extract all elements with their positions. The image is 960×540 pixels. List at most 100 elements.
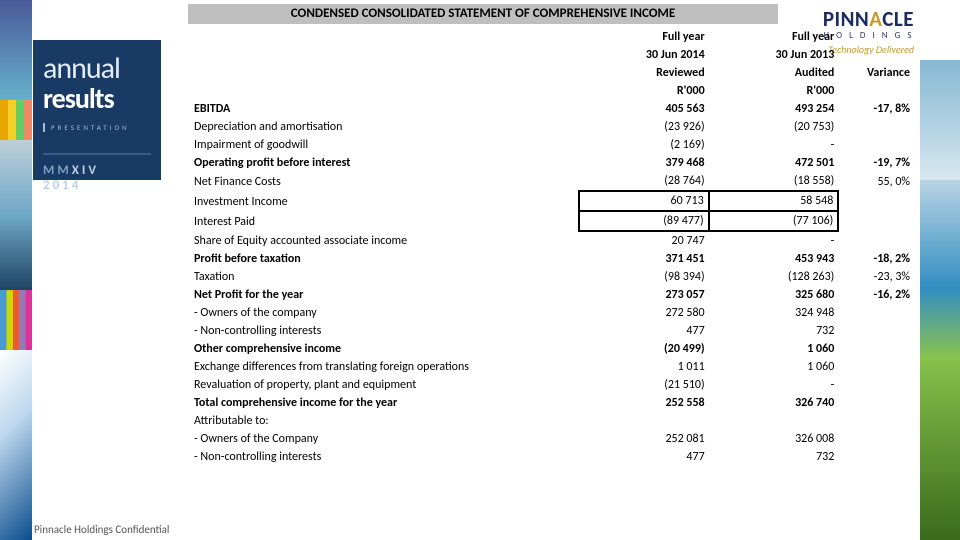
row-label: Taxation (190, 268, 579, 286)
hdr-date-2: 30 Jun 2013 (709, 46, 839, 64)
hdr-unit-1: R'000 (579, 82, 709, 100)
row-col-2014: 1 011 (579, 358, 709, 376)
row-variance (838, 211, 914, 231)
row-col-2013: 324 948 (709, 304, 839, 322)
row-label: - Owners of the Company (190, 430, 579, 448)
header-row-1: Full year Full year (190, 28, 914, 46)
row-col-2013: - (709, 376, 839, 394)
row-label: Other comprehensive income (190, 340, 579, 358)
hdr-variance: Variance (838, 64, 914, 82)
row-col-2013 (709, 412, 839, 430)
row-col-2013: 472 501 (709, 154, 839, 172)
row-variance (838, 136, 914, 154)
row-col-2014: (23 926) (579, 118, 709, 136)
row-col-2014: (98 394) (579, 268, 709, 286)
row-label: Share of Equity accounted associate inco… (190, 231, 579, 250)
row-label: - Owners of the company (190, 304, 579, 322)
table-row: Total comprehensive income for the year2… (190, 394, 914, 412)
row-col-2013: (77 106) (709, 211, 839, 231)
table-row: - Non-controlling interests477732 (190, 322, 914, 340)
row-variance (838, 430, 914, 448)
row-variance (838, 448, 914, 466)
row-col-2014: 371 451 (579, 250, 709, 268)
row-col-2014: 252 558 (579, 394, 709, 412)
badge-results: results (43, 81, 151, 116)
row-col-2013: 453 943 (709, 250, 839, 268)
table-row: Impairment of goodwill(2 169)- (190, 136, 914, 154)
table-row: Profit before taxation371 451453 943-18,… (190, 250, 914, 268)
row-variance: -16, 2% (838, 286, 914, 304)
table-row: Revaluation of property, plant and equip… (190, 376, 914, 394)
table-row: Attributable to: (190, 412, 914, 430)
row-label: Operating profit before interest (190, 154, 579, 172)
right-decor-strip (920, 0, 960, 540)
row-col-2014: (21 510) (579, 376, 709, 394)
table-row: - Owners of the company272 580324 948 (190, 304, 914, 322)
row-variance (838, 118, 914, 136)
hdr-date-1: 30 Jun 2014 (579, 46, 709, 64)
slide: annual results PRESENTATION MMXIV 2014 P… (0, 0, 960, 540)
table-row: Interest Paid(89 477)(77 106) (190, 211, 914, 231)
badge-presentation: PRESENTATION (43, 123, 130, 132)
table-row: Depreciation and amortisation(23 926)(20… (190, 118, 914, 136)
row-label: EBITDA (190, 100, 579, 118)
row-variance: -18, 2% (838, 250, 914, 268)
row-col-2014: (20 499) (579, 340, 709, 358)
row-col-2014: (89 477) (579, 211, 709, 231)
row-col-2014: 252 081 (579, 430, 709, 448)
row-label: - Non-controlling interests (190, 322, 579, 340)
row-col-2013: 732 (709, 448, 839, 466)
row-variance (838, 304, 914, 322)
row-label: Attributable to: (190, 412, 579, 430)
row-col-2014: 60 713 (579, 191, 709, 211)
footer-confidential: Pinnacle Holdings Confidential (34, 523, 169, 536)
row-col-2013: - (709, 136, 839, 154)
table-row: Exchange differences from translating fo… (190, 358, 914, 376)
title-bar: CONDENSED CONSOLIDATED STATEMENT OF COMP… (188, 4, 778, 24)
row-label: Investment Income (190, 191, 579, 211)
hdr-unit-2: R'000 (709, 82, 839, 100)
table-row: Share of Equity accounted associate inco… (190, 231, 914, 250)
row-col-2013: (128 263) (709, 268, 839, 286)
row-variance (838, 412, 914, 430)
table-row: - Non-controlling interests477732 (190, 448, 914, 466)
row-variance (838, 191, 914, 211)
row-col-2013: 1 060 (709, 358, 839, 376)
row-col-2013: 493 254 (709, 100, 839, 118)
row-variance: -23, 3% (838, 268, 914, 286)
header-row-4: R'000 R'000 (190, 82, 914, 100)
table-row: Other comprehensive income(20 499)1 060 (190, 340, 914, 358)
header-row-2: 30 Jun 2014 30 Jun 2013 (190, 46, 914, 64)
row-label: Interest Paid (190, 211, 579, 231)
row-col-2014: 20 747 (579, 231, 709, 250)
row-label: Total comprehensive income for the year (190, 394, 579, 412)
table-row: Taxation(98 394)(128 263)-23, 3% (190, 268, 914, 286)
hdr-reviewed: Reviewed (579, 64, 709, 82)
row-label: Revaluation of property, plant and equip… (190, 376, 579, 394)
row-col-2013: 58 548 (709, 191, 839, 211)
row-col-2014: 477 (579, 448, 709, 466)
row-variance (838, 376, 914, 394)
row-col-2013: 325 680 (709, 286, 839, 304)
row-col-2014 (579, 412, 709, 430)
annual-results-badge: annual results PRESENTATION MMXIV 2014 (33, 40, 161, 180)
income-statement-table: Full year Full year 30 Jun 2014 30 Jun 2… (190, 28, 914, 466)
row-col-2013: 732 (709, 322, 839, 340)
row-col-2013: (18 558) (709, 172, 839, 191)
row-variance (838, 340, 914, 358)
row-variance: 55, 0% (838, 172, 914, 191)
row-label: Net Profit for the year (190, 286, 579, 304)
row-label: - Non-controlling interests (190, 448, 579, 466)
row-col-2013: - (709, 231, 839, 250)
row-col-2014: 477 (579, 322, 709, 340)
row-label: Net Finance Costs (190, 172, 579, 191)
row-variance (838, 231, 914, 250)
left-decor-strip (0, 0, 32, 540)
row-col-2013: 1 060 (709, 340, 839, 358)
row-col-2014: 273 057 (579, 286, 709, 304)
badge-year: MMXIV 2014 (43, 153, 151, 193)
row-col-2014: 405 563 (579, 100, 709, 118)
row-label: Profit before taxation (190, 250, 579, 268)
row-variance: -17, 8% (838, 100, 914, 118)
row-col-2014: (2 169) (579, 136, 709, 154)
